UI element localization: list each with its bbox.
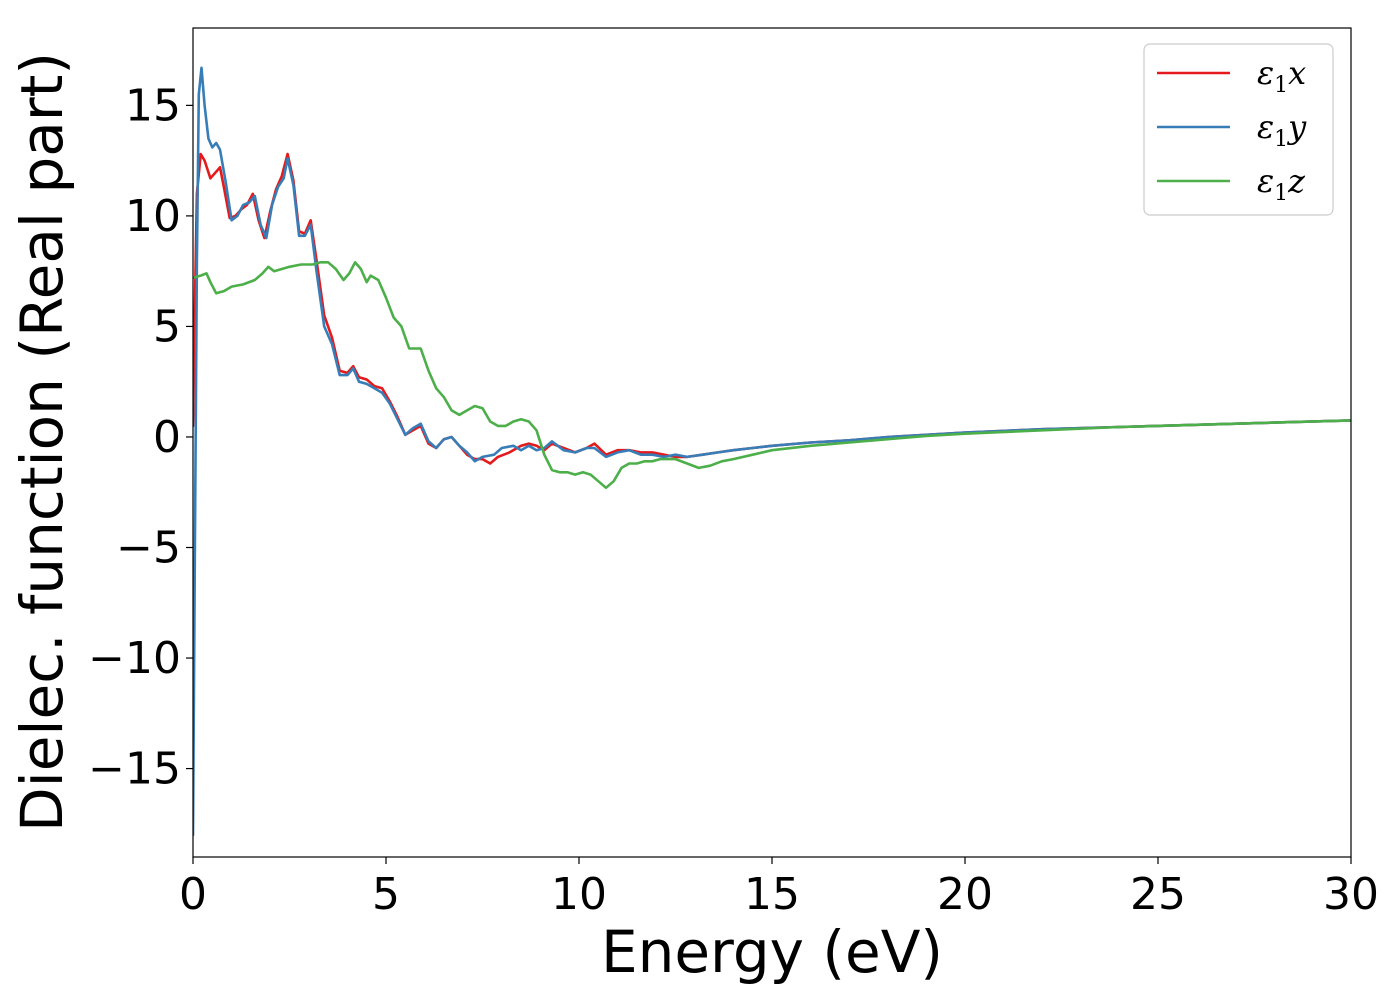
y-tick-label: 15 (125, 80, 181, 131)
y-tick-label: −10 (88, 633, 181, 684)
x-tick-label: 10 (551, 869, 607, 920)
x-axis-label: Energy (eV) (601, 918, 943, 986)
legend-label-z: ε1z (1257, 162, 1306, 206)
x-axis: 0 5 10 15 20 25 30 (179, 857, 1379, 920)
y-tick-label: 0 (153, 412, 181, 463)
x-tick-label: 15 (744, 869, 800, 920)
y-tick-label: −5 (116, 523, 181, 574)
x-tick-label: 0 (179, 869, 207, 920)
x-tick-label: 20 (937, 869, 993, 920)
y-axis-label: Dielec. function (Real part) (8, 52, 76, 832)
series-line-z (193, 260, 1351, 490)
series-layer (193, 66, 1351, 837)
legend-label-x: ε1x (1257, 54, 1306, 98)
y-tick-label: −15 (88, 744, 181, 795)
series-line-y (193, 66, 1351, 837)
y-axis: −15 −10 −5 0 5 10 15 (88, 80, 193, 795)
legend-box (1143, 43, 1334, 216)
y-tick-label: 5 (153, 301, 181, 352)
x-tick-label: 30 (1323, 869, 1379, 920)
x-tick-label: 25 (1130, 869, 1186, 920)
legend-label-y: ε1y (1257, 108, 1307, 152)
legend: ε1x ε1y ε1z (1143, 43, 1334, 216)
x-tick-label: 5 (372, 869, 400, 920)
y-tick-label: 10 (125, 191, 181, 242)
